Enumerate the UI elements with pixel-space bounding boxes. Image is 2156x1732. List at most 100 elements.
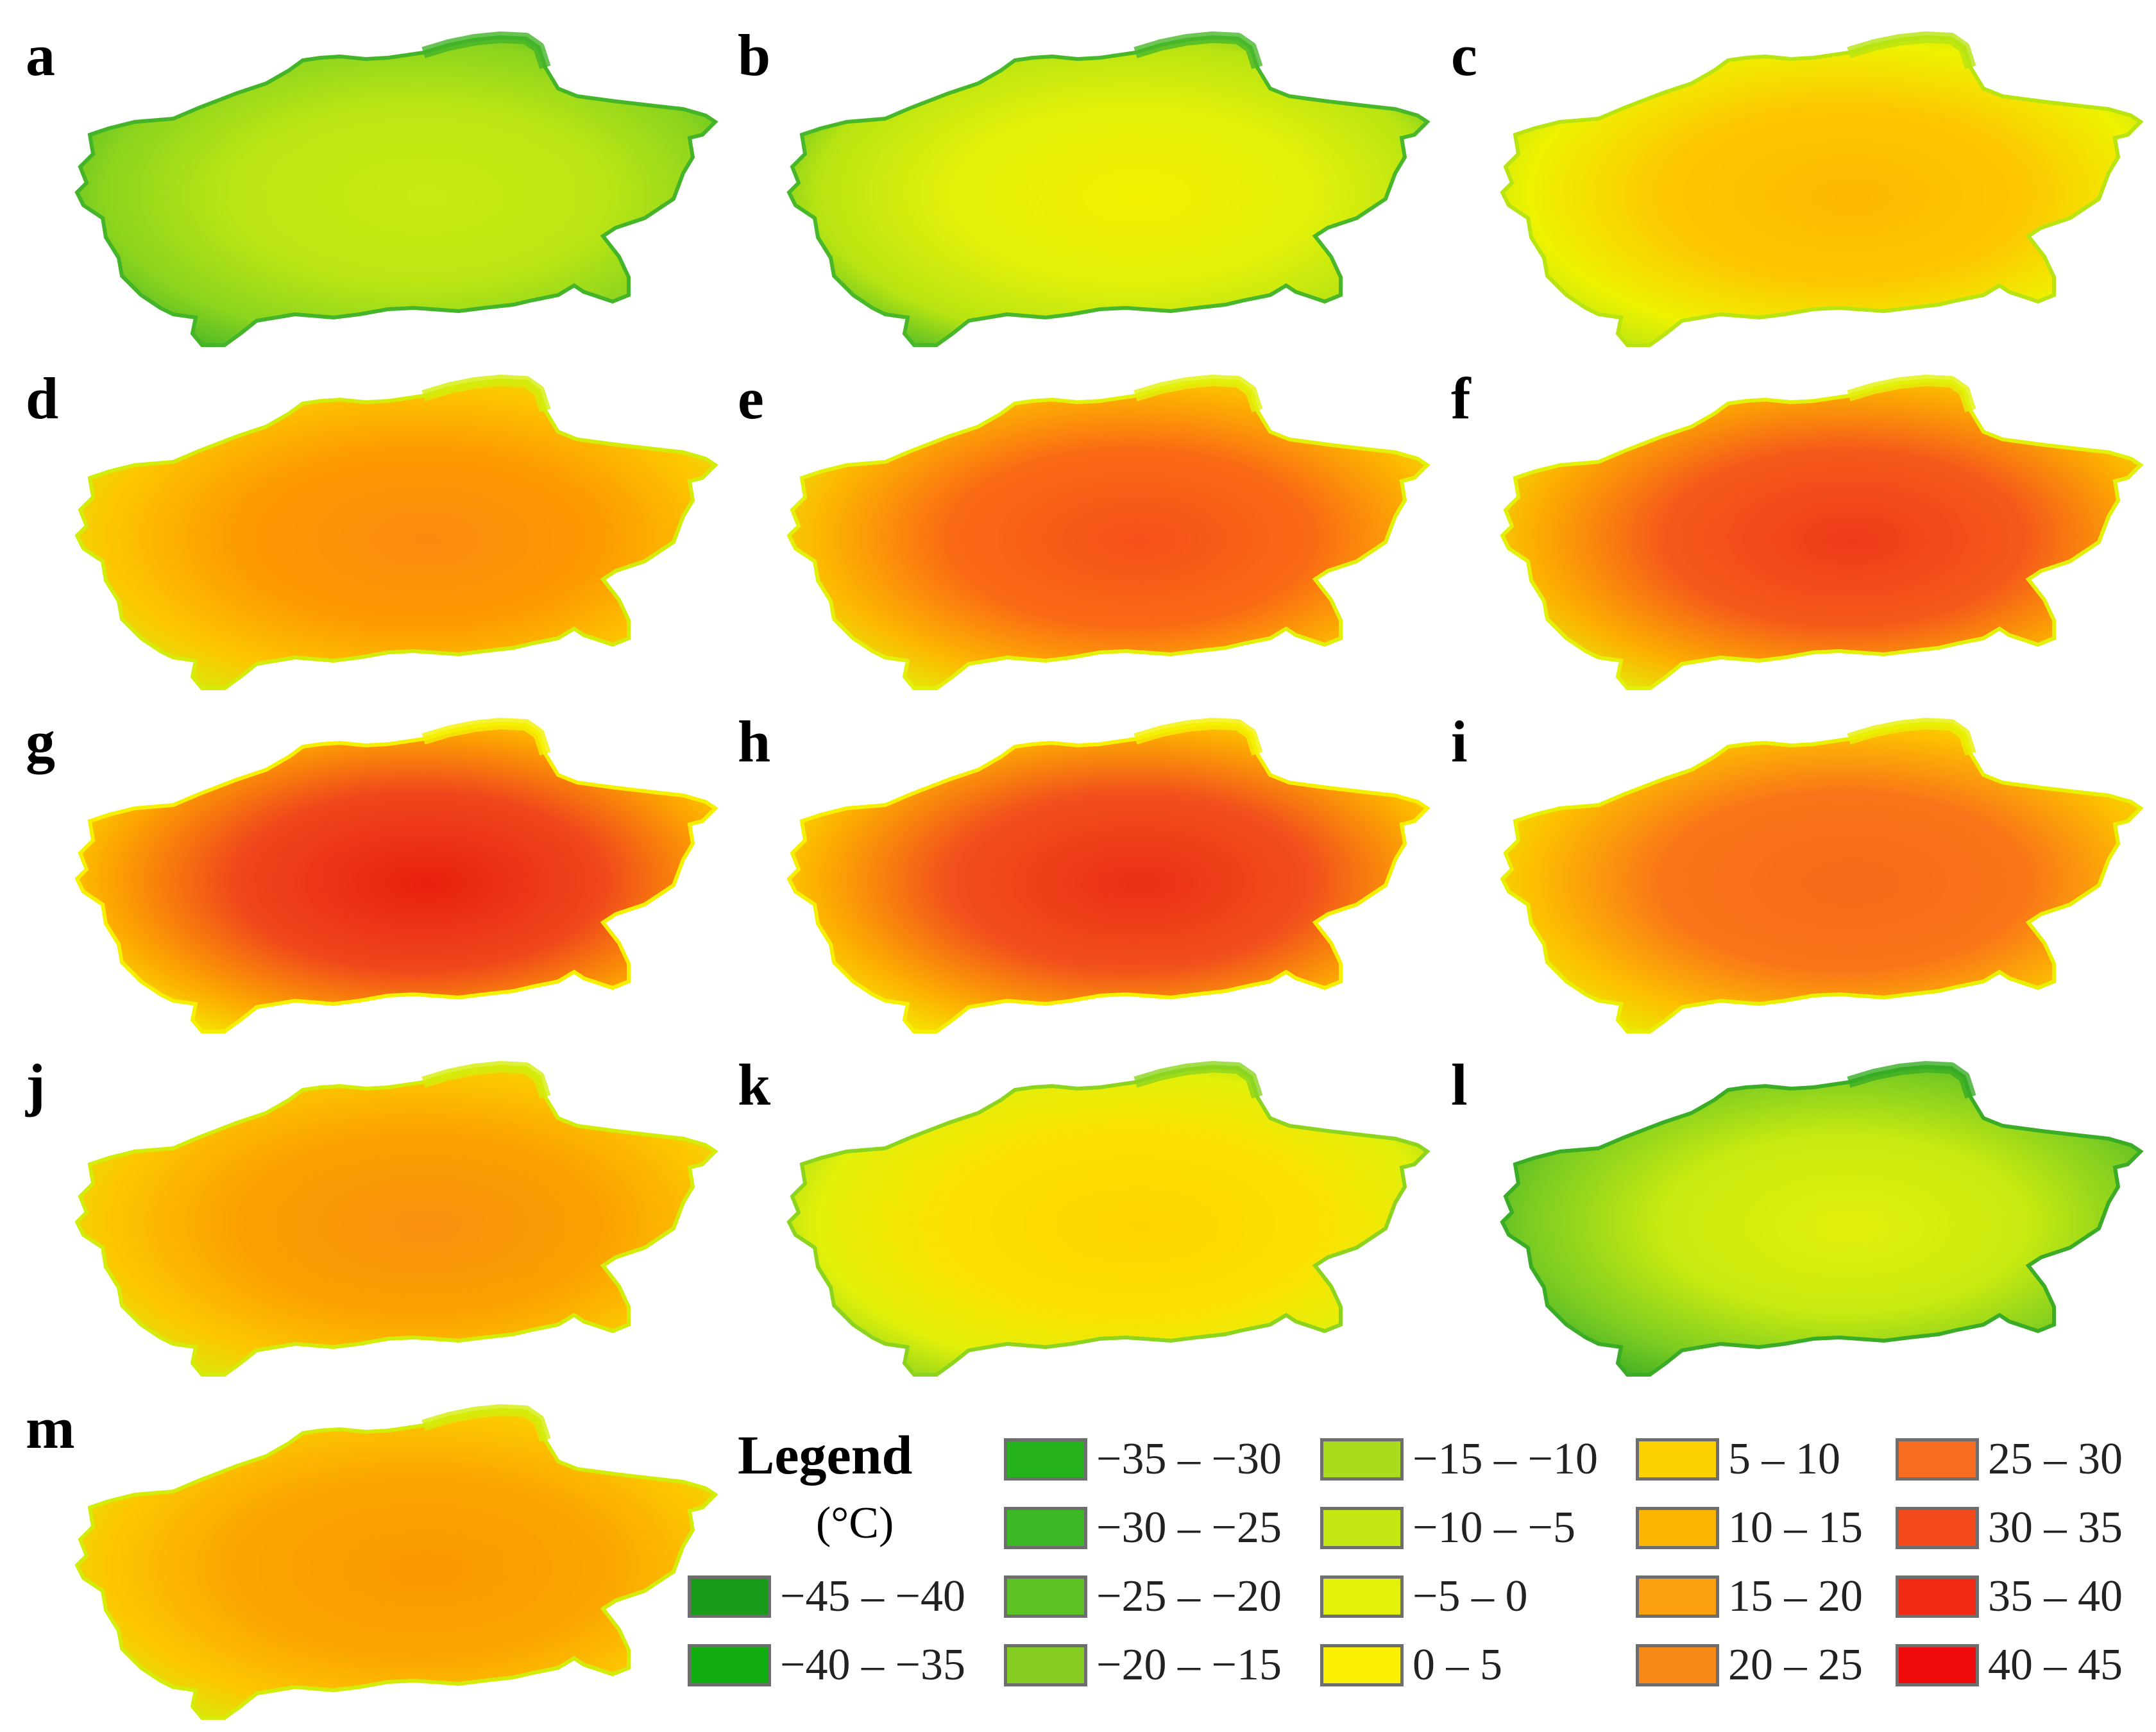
map-panel-m: m bbox=[26, 1398, 738, 1732]
legend-item: −20 – −15 bbox=[1004, 1642, 1282, 1689]
region-fill-b bbox=[789, 37, 1427, 345]
panel-label-d: d bbox=[26, 366, 59, 431]
legend-swatch bbox=[688, 1644, 771, 1686]
legend-label: −35 – −30 bbox=[1096, 1434, 1282, 1484]
temperature-map-a bbox=[64, 31, 731, 359]
legend-item: −10 – −5 bbox=[1320, 1504, 1575, 1552]
temperature-map-m bbox=[64, 1404, 731, 1732]
ridge-accent-h bbox=[1133, 718, 1263, 756]
legend-label: −40 – −35 bbox=[780, 1640, 965, 1690]
temperature-map-i bbox=[1490, 718, 2156, 1046]
ridge-accent-i bbox=[1847, 718, 1976, 756]
legend-title: Legend bbox=[738, 1424, 913, 1486]
legend-swatch bbox=[1320, 1575, 1404, 1618]
region-fill-a bbox=[77, 37, 715, 345]
region-fill-d bbox=[77, 380, 715, 688]
legend-swatch bbox=[1320, 1644, 1404, 1686]
map-panel-c: c bbox=[1451, 26, 2156, 359]
ridge-accent-b bbox=[1133, 31, 1263, 69]
region-fill-h bbox=[789, 724, 1427, 1032]
region-fill-l bbox=[1502, 1067, 2141, 1375]
region-fill-i bbox=[1502, 724, 2141, 1032]
temperature-map-f bbox=[1490, 375, 2156, 702]
legend-swatch bbox=[1896, 1575, 1979, 1618]
legend-item: −15 – −10 bbox=[1320, 1436, 1598, 1483]
ridge-accent-l bbox=[1847, 1061, 1976, 1099]
region-fill-g bbox=[77, 724, 715, 1032]
map-panel-g: g bbox=[26, 712, 738, 1046]
legend-label: 40 – 45 bbox=[1988, 1640, 2123, 1690]
map-panel-d: d bbox=[26, 369, 738, 702]
ridge-accent-c bbox=[1847, 31, 1976, 69]
legend-item: −25 – −20 bbox=[1004, 1573, 1282, 1620]
legend-item: 25 – 30 bbox=[1896, 1436, 2123, 1483]
legend-label: 0 – 5 bbox=[1413, 1640, 1502, 1690]
ridge-accent-k bbox=[1133, 1061, 1263, 1099]
region-fill-e bbox=[789, 380, 1427, 688]
temperature-map-b bbox=[776, 31, 1443, 359]
legend-item: 10 – 15 bbox=[1636, 1504, 1863, 1552]
temperature-map-k bbox=[776, 1061, 1443, 1389]
legend-item: −35 – −30 bbox=[1004, 1436, 1282, 1483]
panel-label-j: j bbox=[26, 1052, 46, 1117]
legend-label: −25 – −20 bbox=[1096, 1572, 1282, 1621]
legend-swatch bbox=[1896, 1644, 1979, 1686]
legend-item: −30 – −25 bbox=[1004, 1504, 1282, 1552]
legend-swatch bbox=[1004, 1507, 1087, 1549]
panel-label-g: g bbox=[26, 709, 55, 774]
legend-unit: (°C) bbox=[816, 1499, 894, 1548]
legend-item: 5 – 10 bbox=[1636, 1436, 1840, 1483]
legend-label: 20 – 25 bbox=[1728, 1640, 1863, 1690]
panel-label-a: a bbox=[26, 22, 55, 88]
panel-label-f: f bbox=[1451, 366, 1471, 431]
legend-item: 35 – 40 bbox=[1896, 1573, 2123, 1620]
legend-swatch bbox=[1320, 1507, 1404, 1549]
temperature-map-c bbox=[1490, 31, 2156, 359]
legend-label: −5 – 0 bbox=[1413, 1572, 1528, 1621]
panel-label-m: m bbox=[26, 1395, 75, 1461]
region-fill-f bbox=[1502, 380, 2141, 688]
legend-swatch bbox=[1320, 1438, 1404, 1481]
legend-label: 30 – 35 bbox=[1988, 1503, 2123, 1552]
legend-item: −40 – −35 bbox=[688, 1642, 965, 1689]
temperature-map-j bbox=[64, 1061, 731, 1389]
legend-swatch bbox=[1004, 1575, 1087, 1618]
map-panel-k: k bbox=[738, 1055, 1450, 1389]
legend-swatch bbox=[1636, 1507, 1719, 1549]
region-fill-c bbox=[1502, 37, 2141, 345]
legend-swatch bbox=[1636, 1644, 1719, 1686]
legend-label: −45 – −40 bbox=[780, 1572, 965, 1621]
panel-label-i: i bbox=[1451, 709, 1468, 774]
panel-label-h: h bbox=[738, 709, 771, 774]
legend-label: 10 – 15 bbox=[1728, 1503, 1863, 1552]
map-panel-f: f bbox=[1451, 369, 2156, 702]
legend-swatch bbox=[1636, 1438, 1719, 1481]
panel-label-c: c bbox=[1451, 22, 1477, 88]
legend-item: 0 – 5 bbox=[1320, 1642, 1502, 1689]
legend-label: −10 – −5 bbox=[1413, 1503, 1575, 1552]
legend-swatch bbox=[1896, 1507, 1979, 1549]
ridge-accent-a bbox=[421, 31, 551, 69]
legend-item: −5 – 0 bbox=[1320, 1573, 1527, 1620]
ridge-accent-j bbox=[421, 1061, 551, 1099]
ridge-accent-g bbox=[421, 718, 551, 756]
map-panel-l: l bbox=[1451, 1055, 2156, 1389]
legend-label: 5 – 10 bbox=[1728, 1434, 1840, 1484]
legend-item: 20 – 25 bbox=[1636, 1642, 1863, 1689]
map-panel-j: j bbox=[26, 1055, 738, 1389]
ridge-accent-m bbox=[421, 1404, 551, 1442]
legend-swatch bbox=[1004, 1644, 1087, 1686]
map-panel-a: a bbox=[26, 26, 738, 359]
region-fill-k bbox=[789, 1067, 1427, 1375]
map-panel-i: i bbox=[1451, 712, 2156, 1046]
legend-swatch bbox=[1636, 1575, 1719, 1618]
panel-label-l: l bbox=[1451, 1052, 1468, 1117]
temperature-map-d bbox=[64, 375, 731, 702]
legend-label: −20 – −15 bbox=[1096, 1640, 1282, 1690]
region-fill-j bbox=[77, 1067, 715, 1375]
temperature-map-l bbox=[1490, 1061, 2156, 1389]
panel-label-e: e bbox=[738, 366, 764, 431]
legend-label: −30 – −25 bbox=[1096, 1503, 1282, 1552]
temperature-map-e bbox=[776, 375, 1443, 702]
legend-swatch bbox=[1896, 1438, 1979, 1481]
